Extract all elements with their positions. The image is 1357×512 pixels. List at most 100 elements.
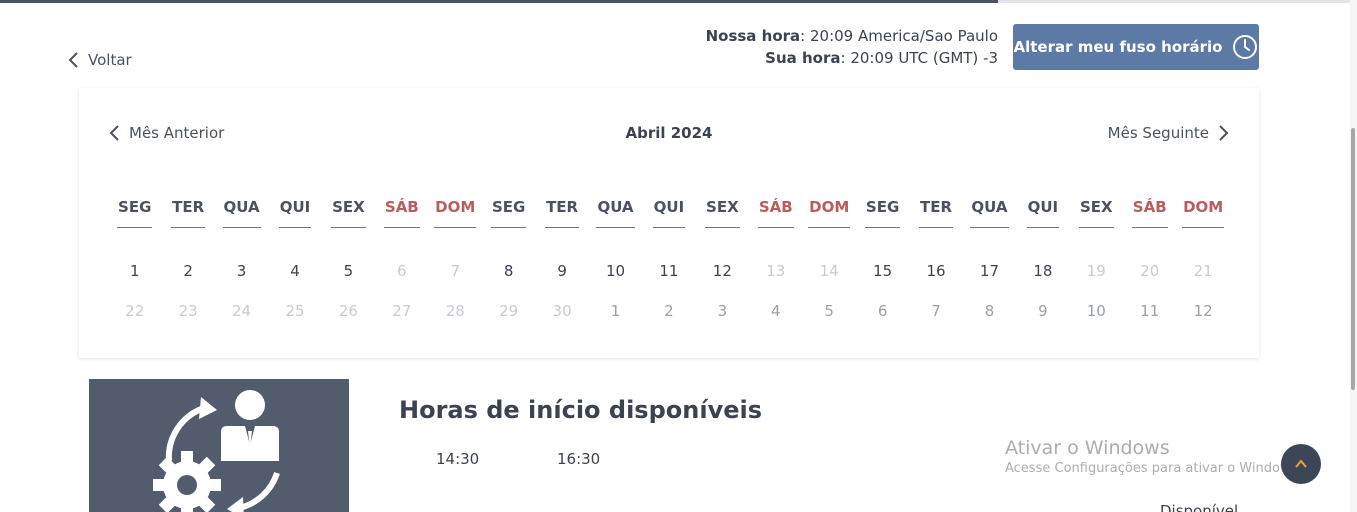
- calendar-day-disabled: 28: [445, 302, 465, 320]
- calendar-day[interactable]: 9: [557, 262, 567, 280]
- calendar-day-next-month: 12: [1193, 302, 1213, 320]
- chevron-up-icon: [1295, 459, 1307, 468]
- back-link-label: Voltar: [88, 51, 132, 69]
- calendar-week-row: 22 23 24 25 26 27 28 29 30 1 2 3 4 5 6 7…: [108, 291, 1230, 331]
- previous-month-button[interactable]: Mês Anterior: [109, 124, 224, 142]
- calendar-day-next-month: 4: [771, 302, 781, 320]
- weekday-header: QUA: [963, 198, 1016, 239]
- weekday-header: SEG: [856, 198, 909, 239]
- partial-offscreen-text: Disponível: [1160, 502, 1239, 512]
- weekday-header: QUI: [268, 198, 321, 239]
- calendar-day-next-month: 5: [824, 302, 834, 320]
- calendar-day-next-month: 1: [610, 302, 621, 320]
- back-link[interactable]: Voltar: [68, 51, 132, 69]
- calendar-day[interactable]: 15: [873, 262, 893, 280]
- calendar-day[interactable]: 11: [659, 262, 679, 280]
- calendar-day-disabled: 7: [450, 262, 461, 280]
- change-timezone-label: Alterar meu fuso horário: [1013, 38, 1223, 56]
- weekday-header: SEX: [696, 198, 749, 239]
- calendar-day-disabled: 20: [1140, 262, 1160, 280]
- weekday-header: QUA: [215, 198, 268, 239]
- calendar-day-next-month: 3: [717, 302, 728, 320]
- calendar-day-disabled: 14: [819, 262, 839, 280]
- weekday-header: SEX: [1070, 198, 1123, 239]
- windows-activation-watermark: Ativar o Windows Acesse Configurações pa…: [1005, 437, 1301, 476]
- calendar-day-next-month: 11: [1140, 302, 1160, 320]
- calendar-day-disabled: 13: [766, 262, 786, 280]
- our-time-value: : 20:09 America/Sao Paulo: [800, 27, 998, 45]
- consultant-cycle-icon: [153, 390, 280, 512]
- weekday-header: SEX: [322, 198, 375, 239]
- weekday-header-weekend: DOM: [802, 198, 855, 239]
- calendar-grid: SEG TER QUA QUI SEX SÁB DOM SEG TER QUA …: [108, 198, 1230, 331]
- weekday-header: SEG: [108, 198, 161, 239]
- calendar-day-disabled: 29: [499, 302, 519, 320]
- calendar-day-next-month: 9: [1038, 302, 1048, 320]
- calendar-week-row: 1 2 3 4 5 6 7 8 9 10 11 12 13 14 15 16 1…: [108, 251, 1230, 291]
- next-month-button[interactable]: Mês Seguinte: [1108, 124, 1229, 142]
- calendar-day[interactable]: 16: [926, 262, 946, 280]
- our-time-label: Nossa hora: [705, 27, 801, 45]
- previous-month-label: Mês Anterior: [129, 124, 225, 142]
- watermark-subtitle: Acesse Configurações para ativar o Windo…: [1005, 461, 1302, 476]
- weekday-header-weekend: DOM: [1176, 198, 1229, 239]
- weekday-header-weekend: SÁB: [375, 198, 428, 239]
- watermark-title: Ativar o Windows: [1005, 437, 1170, 459]
- progress-bar-filled: [0, 0, 998, 3]
- calendar-day[interactable]: 1: [129, 262, 140, 280]
- weekday-header: TER: [535, 198, 588, 239]
- weekday-header-weekend: SÁB: [1123, 198, 1176, 239]
- calendar-day-next-month: 2: [664, 302, 674, 320]
- calendar-day-disabled: 30: [552, 302, 572, 320]
- your-time-label: Sua hora: [765, 49, 841, 67]
- calendar-day[interactable]: 17: [979, 262, 999, 280]
- weekday-header-weekend: DOM: [429, 198, 482, 239]
- calendar-day-disabled: 6: [397, 262, 407, 280]
- progress-bar-track: [998, 0, 1357, 3]
- calendar-month-title: Abril 2024: [625, 124, 713, 142]
- calendar-day-next-month: 6: [877, 302, 888, 320]
- calendar-day[interactable]: 18: [1033, 262, 1053, 280]
- calendar-card: Mês Anterior Abril 2024 Mês Seguinte SEG…: [79, 88, 1259, 358]
- calendar-day-disabled: 27: [392, 302, 412, 320]
- weekday-header: QUA: [589, 198, 642, 239]
- your-time-value: : 20:09 UTC (GMT) -3: [840, 49, 998, 67]
- calendar-day-disabled: 26: [338, 302, 358, 320]
- service-image: [89, 379, 349, 512]
- calendar-day[interactable]: 2: [183, 262, 193, 280]
- weekday-header: QUI: [642, 198, 695, 239]
- chevron-right-icon: [1219, 125, 1229, 141]
- time-slot[interactable]: 16:30: [557, 450, 601, 468]
- calendar-day-disabled: 19: [1086, 262, 1106, 280]
- weekday-header: SEG: [482, 198, 535, 239]
- calendar-day-disabled: 24: [232, 302, 252, 320]
- scroll-to-top-button[interactable]: [1281, 444, 1321, 484]
- calendar-day[interactable]: 3: [236, 262, 247, 280]
- calendar-day[interactable]: 12: [712, 262, 732, 280]
- calendar-day-next-month: 8: [984, 302, 995, 320]
- weekday-header: TER: [161, 198, 214, 239]
- chevron-left-icon: [68, 52, 78, 68]
- calendar-day-disabled: 23: [178, 302, 198, 320]
- weekday-header: QUI: [1016, 198, 1069, 239]
- calendar-day[interactable]: 5: [343, 262, 354, 280]
- time-slot[interactable]: 14:30: [436, 450, 480, 468]
- weekday-header-row: SEG TER QUA QUI SEX SÁB DOM SEG TER QUA …: [108, 198, 1230, 239]
- calendar-day-disabled: 25: [285, 302, 305, 320]
- scrollbar-thumb[interactable]: [1351, 128, 1355, 390]
- calendar-day-disabled: 21: [1193, 262, 1213, 280]
- calendar-day[interactable]: 8: [503, 262, 514, 280]
- calendar-day-disabled: 22: [125, 302, 145, 320]
- next-month-label: Mês Seguinte: [1107, 124, 1209, 142]
- weekday-header: TER: [909, 198, 962, 239]
- chevron-left-icon: [109, 125, 119, 141]
- time-info: Nossa hora: 20:09 America/Sao Paulo Sua …: [706, 25, 998, 69]
- calendar-day-next-month: 10: [1086, 302, 1106, 320]
- calendar-day[interactable]: 4: [290, 262, 300, 280]
- weekday-header-weekend: SÁB: [749, 198, 802, 239]
- available-hours-title: Horas de início disponíveis: [399, 396, 762, 424]
- change-timezone-button[interactable]: Alterar meu fuso horário: [1013, 24, 1259, 70]
- calendar-day-next-month: 7: [931, 302, 941, 320]
- calendar-day[interactable]: 10: [605, 262, 626, 280]
- clock-icon: [1233, 35, 1258, 59]
